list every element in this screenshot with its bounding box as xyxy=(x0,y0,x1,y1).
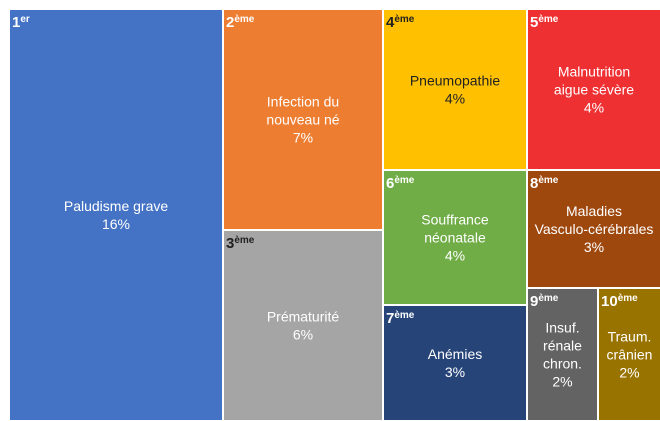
rank-number: 4 xyxy=(386,14,395,31)
tile-label: Maladies xyxy=(566,203,622,219)
rank-label: 4ème xyxy=(386,14,415,31)
rank-label: 7ème xyxy=(386,310,415,327)
value-label: 4% xyxy=(445,91,465,107)
rank-suffix: ème xyxy=(394,14,414,25)
tile-label: néonatale xyxy=(424,230,486,246)
rank-suffix: ème xyxy=(394,175,414,186)
rank-number: 2 xyxy=(226,14,234,31)
rank-label: 9ème xyxy=(530,293,559,310)
tile xyxy=(528,10,660,169)
rank-number: 5 xyxy=(530,14,538,31)
tile-label: rénale xyxy=(543,338,582,354)
value-label: 3% xyxy=(445,364,465,380)
rank-label: 1er xyxy=(12,14,30,31)
rank-number: 3 xyxy=(226,235,234,252)
rank-number: 1 xyxy=(12,14,20,31)
value-label: 3% xyxy=(584,239,604,255)
tile xyxy=(528,171,660,287)
tile xyxy=(528,289,597,420)
rank-suffix: ème xyxy=(538,293,558,304)
tile-label: Prématurité xyxy=(267,309,340,325)
rank-label: 10ème xyxy=(601,293,638,310)
value-label: 2% xyxy=(552,374,572,390)
tile-label: Pneumopathie xyxy=(410,73,501,89)
tile-label: Paludisme grave xyxy=(64,198,168,214)
rank-suffix: ème xyxy=(234,14,254,25)
tile-label: nouveau né xyxy=(266,112,339,128)
tile-label: Vasculo-cérébrales xyxy=(535,221,654,237)
tile xyxy=(224,231,382,420)
tile xyxy=(10,10,222,420)
tile xyxy=(224,10,382,229)
value-label: 16% xyxy=(102,216,130,232)
rank-number: 9 xyxy=(530,293,538,310)
value-label: 7% xyxy=(293,130,313,146)
tile-label: crânien xyxy=(607,347,653,363)
rank-label: 6ème xyxy=(386,175,415,192)
rank-suffix: ème xyxy=(234,235,254,246)
rank-suffix: ème xyxy=(538,14,558,25)
tile xyxy=(384,306,526,420)
rank-number: 10 xyxy=(601,293,618,310)
tile-label: Infection du xyxy=(267,94,339,110)
rank-suffix: ème xyxy=(618,293,638,304)
rank-label: 3ème xyxy=(226,235,255,252)
value-label: 4% xyxy=(445,248,465,264)
tile-label: Malnutrition xyxy=(558,64,630,80)
tile xyxy=(384,10,526,169)
rank-label: 8ème xyxy=(530,175,559,192)
rank-suffix: ème xyxy=(538,175,558,186)
tile-label: chron. xyxy=(543,356,582,372)
rank-label: 5ème xyxy=(530,14,559,31)
rank-number: 6 xyxy=(386,175,394,192)
tile-label: Traum. xyxy=(608,329,652,345)
value-label: 4% xyxy=(584,100,604,116)
rank-suffix: ème xyxy=(394,310,414,321)
rank-number: 8 xyxy=(530,175,538,192)
tile xyxy=(599,289,660,420)
value-label: 2% xyxy=(619,365,639,381)
tile-label: Anémies xyxy=(428,346,482,362)
value-label: 6% xyxy=(293,327,313,343)
tile-label: aigue sévère xyxy=(554,82,634,98)
rank-label: 2ème xyxy=(226,14,255,31)
tile xyxy=(384,171,526,304)
rank-number: 7 xyxy=(386,310,394,327)
tile-label: Insuf. xyxy=(545,320,579,336)
tile-label: Souffrance xyxy=(421,212,489,228)
rank-suffix: er xyxy=(20,14,30,25)
